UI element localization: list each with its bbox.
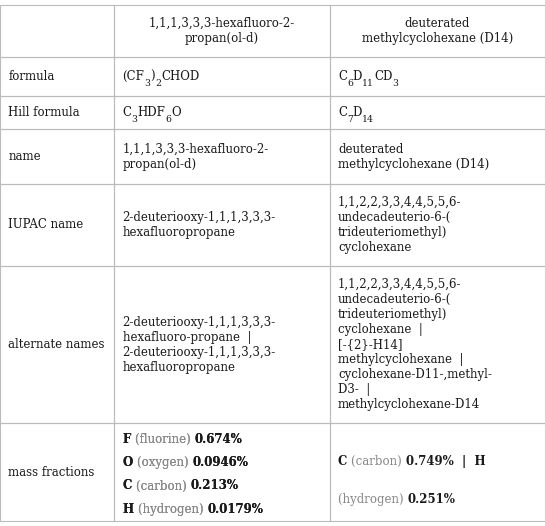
Text: CD: CD (374, 70, 392, 83)
Text: 1,1,1,3,3,3-hexafluoro-2-
propan(ol-d): 1,1,1,3,3,3-hexafluoro-2- propan(ol-d) (123, 143, 269, 171)
Text: 0.213%: 0.213% (191, 480, 239, 492)
Bar (114, 5, 330, 57)
Bar (114, 184, 330, 266)
Text: 7: 7 (347, 115, 353, 125)
Bar (114, 423, 330, 521)
Text: 2-deuteriooxy-1,1,1,3,3,3-
hexafluoro-propane  |
2-deuteriooxy-1,1,1,3,3,3-
hexa: 2-deuteriooxy-1,1,1,3,3,3- hexafluoro-pr… (123, 316, 276, 373)
Bar (330, 57, 545, 96)
Text: C: C (123, 480, 136, 492)
Bar (0, 184, 114, 266)
Text: ): ) (150, 70, 155, 83)
Text: 1,1,2,2,3,3,4,4,5,5,6-
undecadeuterio-6-(
trideuteriomethyl)
cyclohexane: 1,1,2,2,3,3,4,4,5,5,6- undecadeuterio-6-… (338, 196, 462, 254)
Text: 0.0179%: 0.0179% (207, 503, 263, 515)
Text: C: C (338, 455, 352, 468)
Text: formula: formula (8, 70, 54, 83)
Text: C: C (123, 106, 132, 119)
Text: 6: 6 (165, 115, 171, 125)
Text: F: F (123, 433, 135, 446)
Text: 0.213%: 0.213% (191, 480, 239, 492)
Text: 2-deuteriooxy-1,1,1,3,3,3-
hexafluoropropane: 2-deuteriooxy-1,1,1,3,3,3- hexafluoropro… (123, 211, 276, 239)
Text: 0.674%: 0.674% (195, 433, 242, 446)
Text: 0.674%: 0.674% (195, 433, 242, 446)
Bar (330, 96, 545, 129)
Text: 0.251%: 0.251% (407, 493, 455, 507)
Bar (0, 129, 114, 184)
Text: (hydrogen): (hydrogen) (138, 503, 207, 515)
Text: F: F (123, 433, 135, 446)
Text: 1,1,1,3,3,3-hexafluoro-2-
propan(ol-d): 1,1,1,3,3,3-hexafluoro-2- propan(ol-d) (149, 17, 295, 45)
Bar (330, 423, 545, 521)
Text: IUPAC name: IUPAC name (8, 218, 83, 231)
Text: 0.749%  |  H: 0.749% | H (406, 455, 486, 468)
Text: 0.0179%: 0.0179% (207, 503, 263, 515)
Bar (0, 96, 114, 129)
Text: deuterated
methylcyclohexane (D14): deuterated methylcyclohexane (D14) (362, 17, 513, 45)
Text: Hill formula: Hill formula (8, 106, 80, 119)
Bar (330, 5, 545, 57)
Text: (hydrogen): (hydrogen) (338, 493, 407, 507)
Text: (oxygen): (oxygen) (137, 457, 192, 469)
Bar (0, 423, 114, 521)
Bar (114, 96, 330, 129)
Text: O: O (171, 106, 181, 119)
Text: 2: 2 (155, 79, 161, 88)
Text: D: D (353, 106, 362, 119)
Text: deuterated
methylcyclohexane (D14): deuterated methylcyclohexane (D14) (338, 143, 489, 171)
Text: C: C (123, 480, 136, 492)
Text: (hydrogen): (hydrogen) (138, 503, 207, 515)
Text: H: H (123, 503, 138, 515)
Text: (oxygen): (oxygen) (137, 457, 192, 469)
Text: O: O (123, 457, 137, 469)
Text: name: name (8, 150, 41, 163)
Text: mass fractions: mass fractions (8, 466, 94, 479)
Bar (0, 5, 114, 57)
Text: HDF: HDF (137, 106, 165, 119)
Text: 3: 3 (144, 79, 150, 88)
Text: (CF: (CF (123, 70, 144, 83)
Bar (114, 57, 330, 96)
Text: 14: 14 (362, 115, 374, 125)
Text: (fluorine): (fluorine) (135, 433, 195, 446)
Text: H: H (123, 503, 138, 515)
Text: (carbon): (carbon) (136, 480, 191, 492)
Bar (0, 266, 114, 423)
Text: C: C (338, 70, 347, 83)
Text: O: O (123, 457, 137, 469)
Text: (carbon): (carbon) (136, 480, 191, 492)
Text: 3: 3 (132, 115, 137, 125)
Text: C: C (338, 106, 347, 119)
Bar (330, 184, 545, 266)
Text: 11: 11 (362, 79, 374, 88)
Text: D: D (353, 70, 362, 83)
Bar (330, 266, 545, 423)
Text: (fluorine): (fluorine) (135, 433, 195, 446)
Bar (114, 266, 330, 423)
Text: 1,1,2,2,3,3,4,4,5,5,6-
undecadeuterio-6-(
trideuteriomethyl)
cyclohexane  |
[-{2: 1,1,2,2,3,3,4,4,5,5,6- undecadeuterio-6-… (338, 278, 492, 411)
Bar (114, 129, 330, 184)
Text: (carbon): (carbon) (352, 455, 406, 468)
Bar (330, 129, 545, 184)
Text: 0.0946%: 0.0946% (192, 457, 249, 469)
Text: 3: 3 (392, 79, 398, 88)
Text: CHOD: CHOD (161, 70, 199, 83)
Text: 6: 6 (347, 79, 353, 88)
Bar (0, 57, 114, 96)
Text: 0.0946%: 0.0946% (192, 457, 249, 469)
Text: alternate names: alternate names (8, 338, 105, 351)
